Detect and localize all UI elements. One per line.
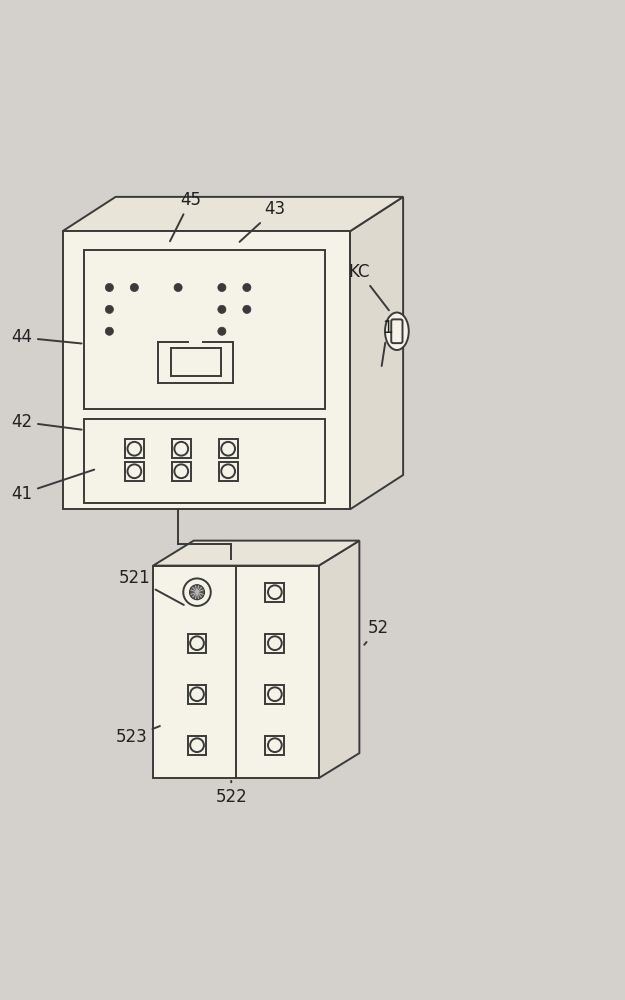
Text: 523: 523 [116,726,160,746]
Text: KC: KC [349,263,389,310]
Circle shape [127,442,141,456]
Circle shape [190,687,204,701]
Bar [62,231,350,509]
Polygon shape [62,197,403,231]
Circle shape [190,636,204,650]
Circle shape [268,636,282,650]
Circle shape [174,464,188,478]
Circle shape [183,578,211,606]
Text: 41: 41 [11,470,94,503]
Circle shape [131,283,139,292]
Bar [266,736,284,755]
Circle shape [221,464,235,478]
Text: 44: 44 [11,328,82,347]
Circle shape [174,442,188,456]
Bar [172,462,191,481]
Circle shape [174,283,182,292]
Circle shape [268,738,282,752]
Bar [171,348,221,376]
FancyBboxPatch shape [391,319,402,343]
Circle shape [268,687,282,701]
Bar [188,736,206,755]
Bar [266,634,284,653]
Circle shape [105,327,114,335]
Circle shape [127,464,141,478]
Bar [84,419,325,503]
Text: 1: 1 [382,319,393,366]
Bar [188,685,206,704]
Bar [153,566,319,778]
Text: 42: 42 [11,413,82,431]
Polygon shape [350,197,403,509]
Circle shape [268,585,282,599]
Bar [125,462,144,481]
Polygon shape [153,541,359,566]
Bar [125,439,144,458]
Bar [266,685,284,704]
Circle shape [242,283,251,292]
Circle shape [218,283,226,292]
Circle shape [190,738,204,752]
Text: 522: 522 [216,781,247,806]
Text: 521: 521 [119,569,184,605]
Circle shape [242,305,251,313]
Circle shape [218,327,226,335]
Ellipse shape [385,312,409,350]
Bar [266,583,284,602]
Bar [219,439,238,458]
Circle shape [221,442,235,456]
Text: 52: 52 [364,619,389,645]
Bar [172,439,191,458]
Circle shape [105,283,114,292]
Text: 43: 43 [239,200,286,242]
Circle shape [218,305,226,313]
Text: 45: 45 [170,191,201,241]
Circle shape [105,305,114,313]
Bar [84,250,325,409]
Polygon shape [319,541,359,778]
Bar [219,462,238,481]
Bar [188,634,206,653]
Circle shape [189,585,204,600]
